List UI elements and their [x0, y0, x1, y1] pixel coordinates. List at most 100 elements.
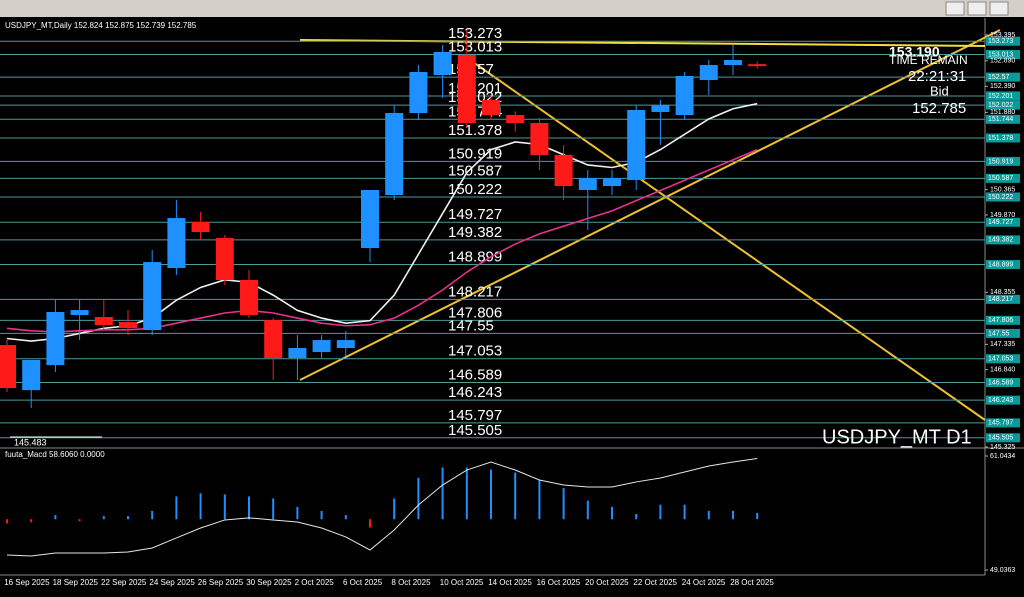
- level-axis-label: 145.505: [988, 435, 1013, 442]
- level-axis-box: [986, 192, 1020, 202]
- histogram-bar: [30, 519, 33, 523]
- histogram-bar: [248, 496, 250, 520]
- level-axis-box: [986, 235, 1020, 245]
- candle-body: [724, 60, 742, 66]
- level-label: 147.806: [448, 304, 502, 321]
- candle-body: [288, 348, 307, 359]
- candle-body: [336, 340, 355, 349]
- level-axis-box: [986, 315, 1020, 325]
- histogram-bar: [272, 498, 275, 520]
- level-axis-label: 147.053: [988, 356, 1013, 363]
- histogram-bar: [296, 506, 299, 520]
- level-axis-box: [986, 36, 1020, 46]
- x-tick-label: 16 Oct 2025: [537, 578, 581, 587]
- x-tick-label: 22 Oct 2025: [633, 578, 677, 587]
- y-tick-label: 145.325: [990, 444, 1015, 451]
- candle-body: [0, 345, 16, 389]
- annotation: Bid: [930, 83, 949, 98]
- x-tick-label: 28 Oct 2025: [730, 578, 774, 587]
- y-tick-label: 151.880: [990, 109, 1015, 116]
- candle-body: [627, 109, 646, 181]
- candle-body: [409, 72, 428, 114]
- level-axis-box: [986, 294, 1020, 304]
- histogram-bar: [538, 479, 541, 520]
- x-tick-label: 10 Oct 2025: [440, 578, 484, 587]
- level-axis-box: [986, 173, 1020, 183]
- y-tick-label: 61.0434: [990, 453, 1015, 460]
- candle-body: [240, 280, 258, 316]
- close-button[interactable]: [989, 1, 1009, 16]
- level-axis-label: 150.222: [988, 194, 1013, 201]
- candle-body: [94, 317, 113, 326]
- histogram-bar: [199, 493, 202, 520]
- histogram-bar: [223, 494, 226, 520]
- level-axis-label: 152.022: [988, 102, 1013, 109]
- candle-body: [748, 64, 767, 67]
- level-label: 150.222: [448, 181, 502, 198]
- annotation: USDJPY_MT D1: [822, 426, 972, 448]
- histogram-bar: [344, 515, 347, 520]
- x-tick-label: 18 Sep 2025: [53, 578, 99, 587]
- candle-body: [675, 75, 694, 116]
- x-tick-label: 2 Oct 2025: [295, 578, 335, 587]
- level-label: 147.55: [448, 317, 494, 334]
- level-axis-box: [986, 100, 1020, 110]
- y-tick-label: 152.890: [990, 58, 1015, 65]
- level-axis-box: [986, 418, 1020, 428]
- histogram-bar: [562, 488, 565, 520]
- histogram-bar: [78, 519, 81, 522]
- level-axis-box: [986, 91, 1020, 101]
- level-axis-label: 148.899: [988, 261, 1013, 268]
- level-label: 153.273: [448, 25, 502, 42]
- level-label: 150.919: [448, 145, 502, 162]
- histogram-bar: [6, 519, 8, 524]
- level-axis-label: 146.589: [988, 379, 1013, 386]
- histogram-bar: [586, 500, 589, 520]
- level-axis-label: 152.57: [988, 74, 1010, 81]
- histogram-bar: [490, 469, 492, 520]
- level-axis-box: [986, 377, 1020, 387]
- level-axis-label: 146.243: [988, 397, 1013, 404]
- level-axis-label: 145.797: [988, 420, 1013, 427]
- histogram-bar: [683, 504, 686, 520]
- title-bar: [0, 0, 1024, 17]
- candle-body: [167, 218, 186, 269]
- restore-button[interactable]: [967, 1, 987, 16]
- annotation: 22:21:31: [908, 68, 966, 85]
- y-tick-label: 153.395: [990, 32, 1015, 39]
- level-label: 145.505: [448, 422, 502, 439]
- level-axis-box: [986, 328, 1020, 338]
- minimize-button[interactable]: [945, 1, 965, 16]
- candle-body: [433, 52, 452, 76]
- level-axis-label: 147.55: [988, 330, 1010, 337]
- x-tick-label: 30 Sep 2025: [246, 578, 292, 587]
- candle-body: [506, 115, 525, 124]
- level-axis-box: [986, 354, 1020, 364]
- histogram-bar: [151, 510, 154, 520]
- x-tick-label: 26 Sep 2025: [198, 578, 244, 587]
- candle-body: [699, 65, 718, 81]
- annotation: 152.785: [912, 100, 966, 117]
- candle-body: [143, 262, 162, 331]
- macd-line: [6, 458, 758, 557]
- level-axis-box: [986, 260, 1020, 270]
- annotation: 145.483: [14, 437, 47, 447]
- y-tick-label: 148.355: [990, 289, 1015, 296]
- chart-title: USDJPY_MT,Daily 152.824 152.875 152.739 …: [5, 21, 197, 30]
- histogram-bar: [393, 498, 396, 520]
- level-axis-label: 151.378: [988, 135, 1013, 142]
- moving-average: [6, 148, 758, 333]
- candle-body: [119, 322, 137, 329]
- level-label: 150.587: [448, 162, 502, 179]
- level-label: 146.589: [448, 366, 502, 383]
- level-label: 149.382: [448, 224, 502, 241]
- level-axis-box: [986, 395, 1020, 405]
- histogram-bar: [707, 510, 710, 520]
- candle-body: [554, 155, 573, 187]
- level-axis-label: 153.013: [988, 51, 1013, 58]
- histogram-bar: [514, 472, 517, 520]
- level-axis-label: 149.382: [988, 237, 1013, 244]
- level-label: 145.797: [448, 407, 502, 424]
